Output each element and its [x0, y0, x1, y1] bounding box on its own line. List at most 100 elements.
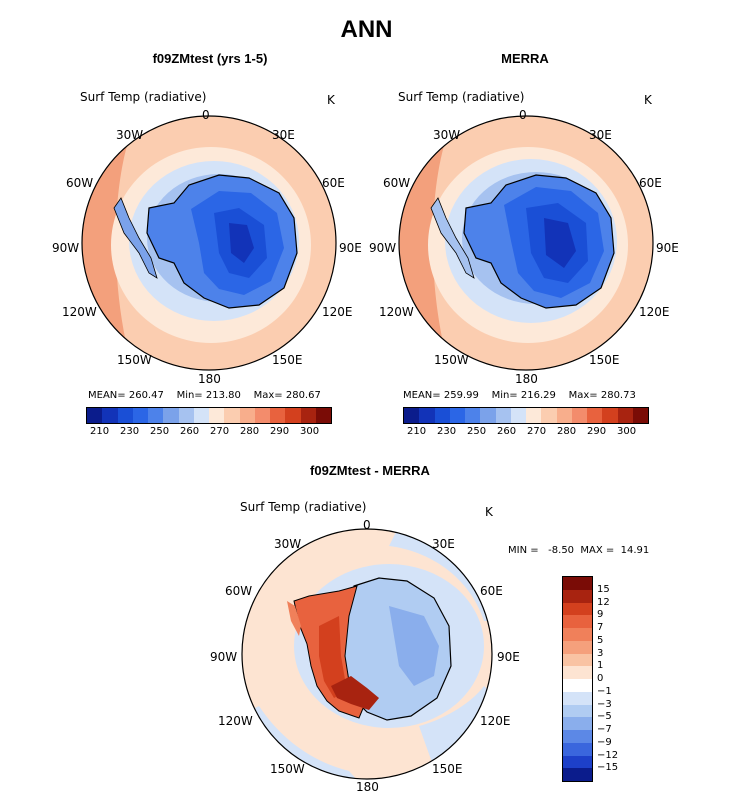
- diff-lon-150e: 150E: [432, 762, 463, 776]
- panel2-subtitle: MERRA: [501, 51, 549, 66]
- panel1-lon-180: 180: [198, 372, 221, 386]
- colorbar-swatch: [563, 679, 592, 692]
- panel2-lon-30w: 30W: [433, 128, 461, 142]
- diff-lon-30e: 30E: [432, 537, 455, 551]
- colorbar-swatch: [563, 628, 592, 641]
- panel2-lon-150e: 150E: [589, 353, 620, 367]
- colorbar-swatch: [563, 589, 592, 603]
- colorbar-swatch: [148, 408, 164, 423]
- diff-lon-30w: 30W: [274, 537, 302, 551]
- panel2-lon-150w: 150W: [434, 353, 469, 367]
- colorbar-swatch: [587, 408, 603, 423]
- colorbar-swatch: [300, 408, 316, 423]
- panel2-lon-60e: 60E: [639, 176, 662, 190]
- panel1-lon-60e: 60E: [322, 176, 345, 190]
- colorbar-swatch: [510, 408, 526, 423]
- colorbar-swatch: [163, 408, 179, 423]
- colorbar-swatch: [480, 408, 496, 423]
- figure-title: ANN: [340, 16, 393, 43]
- diff-polar-map: [241, 528, 493, 780]
- colorbar-swatch: [239, 408, 255, 423]
- colorbar-swatch: [193, 408, 209, 423]
- panel2-polar-map: [398, 115, 654, 371]
- panel1-lon-90w: 90W: [52, 241, 80, 255]
- panel2-lon-0: 0: [519, 108, 527, 122]
- panel2-variable: Surf Temp (radiative): [398, 90, 525, 104]
- panel2-lon-90e: 90E: [656, 241, 679, 255]
- colorbar-swatch: [495, 408, 511, 423]
- colorbar-swatch: [526, 408, 542, 423]
- panel1-units: K: [327, 93, 335, 107]
- panel1-polar-map: [81, 115, 337, 371]
- colorbar-swatch: [102, 408, 118, 423]
- panel1-colorbar: [86, 407, 332, 424]
- colorbar-swatch: [315, 408, 331, 423]
- diff-units: K: [485, 505, 493, 519]
- colorbar-swatch: [285, 408, 301, 423]
- colorbar-swatch: [541, 408, 557, 423]
- colorbar-swatch: [563, 615, 592, 628]
- colorbar-swatch: [404, 408, 420, 423]
- diff-lon-180: 180: [356, 780, 379, 794]
- panel2-lon-30e: 30E: [589, 128, 612, 142]
- diff-lon-120e: 120E: [480, 714, 511, 728]
- colorbar-swatch: [209, 408, 225, 423]
- panel1-subtitle: f09ZMtest (yrs 1-5): [152, 51, 268, 66]
- diff-lon-0: 0: [363, 518, 371, 532]
- panel1-lon-120w: 120W: [62, 305, 97, 319]
- colorbar-swatch: [602, 408, 618, 423]
- diff-lon-60e: 60E: [480, 584, 503, 598]
- colorbar-swatch: [563, 602, 592, 616]
- colorbar-swatch: [563, 742, 592, 756]
- panel1-lon-60w: 60W: [66, 176, 94, 190]
- colorbar-swatch: [563, 640, 592, 654]
- panel2-units: K: [644, 93, 652, 107]
- panel1-lon-150e: 150E: [272, 353, 303, 367]
- colorbar-swatch: [132, 408, 148, 423]
- panel1-lon-150w: 150W: [117, 353, 152, 367]
- colorbar-swatch: [563, 730, 592, 743]
- colorbar-swatch: [270, 408, 286, 423]
- colorbar-swatch: [117, 408, 133, 423]
- colorbar-swatch: [556, 408, 572, 423]
- panel2-lon-120w: 120W: [379, 305, 414, 319]
- colorbar-swatch: [434, 408, 450, 423]
- panel1-lon-30e: 30E: [272, 128, 295, 142]
- panel2-lon-90w: 90W: [369, 241, 397, 255]
- colorbar-swatch: [465, 408, 481, 423]
- colorbar-swatch: [178, 408, 194, 423]
- colorbar-swatch: [617, 408, 633, 423]
- colorbar-swatch: [563, 704, 592, 718]
- panel2-lon-180: 180: [515, 372, 538, 386]
- colorbar-swatch: [571, 408, 587, 423]
- colorbar-swatch: [563, 653, 592, 667]
- colorbar-swatch: [563, 691, 592, 705]
- colorbar-swatch: [224, 408, 240, 423]
- colorbar-swatch: [632, 408, 648, 423]
- diff-subtitle: f09ZMtest - MERRA: [310, 463, 430, 478]
- colorbar-swatch: [563, 577, 592, 590]
- panel2-stats: MEAN= 259.99 Min= 216.29 Max= 280.73: [403, 390, 636, 401]
- diff-minmax: MIN = -8.50 MAX = 14.91: [508, 545, 650, 556]
- panel1-lon-30w: 30W: [116, 128, 144, 142]
- panel1-lon-0: 0: [202, 108, 210, 122]
- panel1-stats: MEAN= 260.47 Min= 213.80 Max= 280.67: [88, 390, 321, 401]
- colorbar-swatch: [563, 768, 592, 781]
- diff-lon-150w: 150W: [270, 762, 305, 776]
- panel1-lon-120e: 120E: [322, 305, 353, 319]
- panel1-lon-90e: 90E: [339, 241, 362, 255]
- diff-lon-120w: 120W: [218, 714, 253, 728]
- colorbar-swatch: [563, 717, 592, 730]
- colorbar-swatch: [87, 408, 103, 423]
- diff-variable: Surf Temp (radiative): [240, 500, 367, 514]
- panel2-colorbar: [403, 407, 649, 424]
- colorbar-swatch: [254, 408, 270, 423]
- panel2-lon-120e: 120E: [639, 305, 670, 319]
- diff-colorbar-ticks: 15 12 9 7 5 3 1 0 −1 −3 −5 −7 −9 −12 −15: [597, 584, 619, 773]
- diff-lon-60w: 60W: [225, 584, 253, 598]
- diff-lon-90e: 90E: [497, 650, 520, 664]
- panel1-variable: Surf Temp (radiative): [80, 90, 207, 104]
- panel2-lon-60w: 60W: [383, 176, 411, 190]
- diff-colorbar: [562, 576, 593, 782]
- diff-lon-90w: 90W: [210, 650, 238, 664]
